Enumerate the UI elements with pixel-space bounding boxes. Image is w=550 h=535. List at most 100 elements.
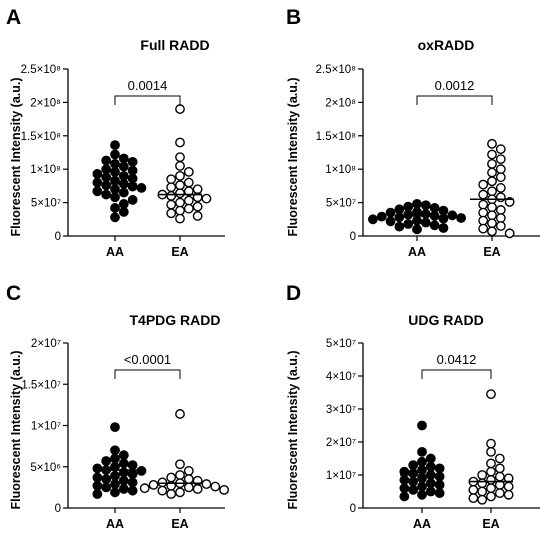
data-point-aa [92, 186, 103, 197]
data-point-ea [487, 149, 497, 160]
data-point-aa [118, 207, 129, 217]
panel-title: Full RADD [140, 37, 209, 53]
data-point-ea [166, 191, 177, 201]
significance-bracket [421, 369, 492, 379]
y-tick-label: 1×10⁸ [30, 164, 61, 176]
data-point-ea [175, 180, 185, 191]
data-point-ea [487, 210, 497, 221]
data-point-aa [92, 480, 103, 491]
y-tick-label: 2×10⁷ [326, 437, 356, 449]
data-point-aa [118, 161, 129, 172]
data-point-ea [157, 485, 168, 496]
data-point-aa [110, 487, 120, 498]
data-point-ea [468, 484, 479, 495]
data-point-aa [425, 478, 436, 489]
data-point-aa [127, 485, 138, 496]
data-point-aa [118, 475, 129, 486]
data-point-aa [110, 212, 120, 223]
data-point-ea [495, 205, 506, 215]
data-point-ea [183, 166, 194, 177]
significance-bracket [416, 95, 493, 105]
y-tick-label: 2.5×10⁸ [21, 64, 61, 76]
data-point-ea [494, 488, 505, 499]
y-tick-label: 0 [350, 503, 356, 515]
data-point-aa [110, 192, 120, 203]
y-tick-label: 0 [350, 231, 356, 243]
x-tick-label: EA [482, 517, 499, 531]
data-point-aa [408, 460, 419, 470]
y-tick-label: 2.5×10⁸ [316, 64, 356, 76]
data-point-aa [417, 420, 427, 431]
data-point-ea [478, 207, 489, 218]
data-point-ea [495, 172, 506, 183]
data-point-ea [495, 213, 506, 223]
data-point-ea [487, 226, 497, 237]
data-point-ea [494, 463, 505, 474]
data-point-ea [166, 182, 177, 193]
significance-pvalue: 0.0014 [128, 78, 168, 93]
x-tick-label: EA [171, 245, 188, 259]
data-point-aa [434, 488, 445, 499]
y-tick-label: 2×10⁸ [325, 97, 356, 109]
data-point-ea [477, 470, 488, 480]
y-tick-label: 2×10⁸ [30, 97, 61, 109]
data-point-aa [101, 456, 112, 466]
y-tick-label: 1×10⁷ [31, 421, 61, 433]
y-tick-label: 4×10⁷ [326, 371, 356, 383]
data-point-ea [175, 160, 185, 171]
data-point-aa [417, 446, 427, 457]
data-point-ea [503, 489, 514, 500]
y-tick-label: 5×10⁷ [31, 198, 61, 210]
data-point-ea [487, 158, 497, 169]
y-tick-label: 5×10⁷ [326, 198, 356, 210]
data-point-aa [417, 481, 427, 492]
panel-letter: C [6, 282, 21, 305]
data-point-aa [399, 483, 410, 494]
data-point-ea [477, 486, 488, 497]
panel-letter: D [286, 282, 301, 305]
y-tick-label: 1×10⁷ [326, 470, 356, 482]
data-point-aa [429, 203, 440, 213]
data-point-ea [183, 465, 194, 476]
data-point-aa [110, 422, 120, 433]
y-tick-label: 2×10⁷ [31, 338, 61, 350]
data-point-aa [118, 458, 129, 469]
data-point-ea [486, 389, 496, 400]
data-point-ea [175, 487, 185, 498]
data-point-aa [92, 472, 103, 483]
data-point-aa [408, 476, 419, 487]
data-point-ea [192, 484, 203, 494]
data-point-aa [412, 224, 422, 235]
data-point-aa [92, 177, 103, 188]
data-point-aa [92, 463, 103, 474]
data-point-aa [118, 153, 129, 164]
data-point-ea [495, 221, 506, 231]
data-point-aa [92, 489, 103, 499]
data-point-ea [157, 477, 168, 488]
data-point-ea [494, 453, 505, 464]
data-point-aa [394, 204, 405, 215]
data-point-aa [408, 484, 419, 495]
data-point-aa [456, 213, 466, 223]
data-point-aa [399, 491, 410, 502]
data-point-ea [487, 167, 497, 178]
y-axis-label: Fluorescent Intensity (a.u.) [286, 350, 300, 509]
data-point-ea [183, 186, 194, 197]
data-point-aa [127, 195, 138, 205]
data-point-ea [478, 199, 489, 210]
data-point-ea [175, 104, 185, 114]
data-point-ea [486, 475, 496, 485]
data-point-aa [385, 216, 396, 227]
data-point-ea [486, 446, 496, 457]
data-point-aa [118, 199, 129, 209]
data-point-ea [468, 493, 479, 503]
data-point-aa [127, 477, 138, 488]
data-point-aa [417, 465, 427, 475]
panel-d: D UDG RADD Fluorescent Intensity (a.u.) 0 1×… [286, 282, 540, 531]
data-point-ea [486, 466, 496, 477]
y-tick-label: 1.5×10⁸ [21, 131, 61, 143]
data-point-ea [175, 409, 185, 419]
data-point-aa [127, 165, 138, 176]
data-point-aa [403, 209, 414, 220]
